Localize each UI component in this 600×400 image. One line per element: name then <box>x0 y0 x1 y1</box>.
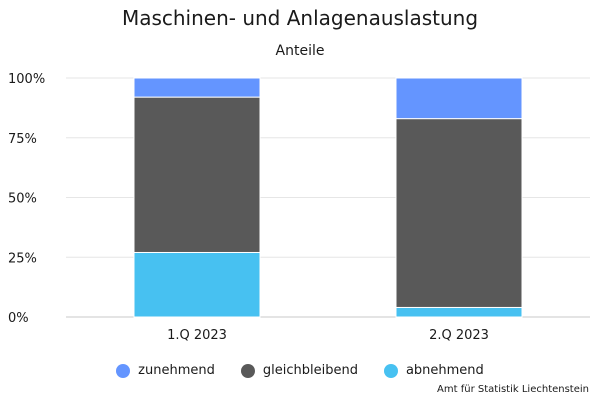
legend-swatch-gleichbleibend <box>240 363 255 378</box>
bar-abnehmend-2 <box>395 306 523 318</box>
legend-label-zunehmend: zunehmend <box>138 363 215 378</box>
y-tick-label: 75% <box>8 132 37 147</box>
y-tick-label: 100% <box>8 72 45 87</box>
legend-item-zunehmend[interactable]: zunehmend <box>116 363 215 378</box>
chart-title: Maschinen- und Anlagenauslastung <box>121 6 479 30</box>
bar-gleichbleibend-2 <box>395 118 523 308</box>
y-tick-label: 50% <box>8 192 37 207</box>
x-tick-label: 2.Q 2023 <box>429 328 489 343</box>
y-tick-label: 25% <box>8 251 37 266</box>
y-tick-label: 0% <box>8 311 29 326</box>
legend-label-gleichbleibend: gleichbleibend <box>262 363 358 378</box>
legend-swatch-zunehmend <box>116 363 131 378</box>
bar-abnehmend-1 <box>133 251 261 318</box>
source-credit: Amt für Statistik Liechtenstein <box>437 384 589 395</box>
legend-item-gleichbleibend[interactable]: gleichbleibend <box>240 363 358 378</box>
bar-gleichbleibend-1 <box>133 96 261 253</box>
x-tick-label: 1.Q 2023 <box>167 328 227 343</box>
bar-zunehmend-1 <box>133 77 261 98</box>
legend-swatch-abnehmend <box>383 363 398 378</box>
legend-label-abnehmend: abnehmend <box>405 363 484 378</box>
legend: zunehmend gleichbleibend abnehmend <box>0 363 600 378</box>
chart-subtitle: Anteile <box>275 43 325 59</box>
bar-zunehmend-2 <box>395 77 523 120</box>
legend-item-abnehmend[interactable]: abnehmend <box>383 363 484 378</box>
